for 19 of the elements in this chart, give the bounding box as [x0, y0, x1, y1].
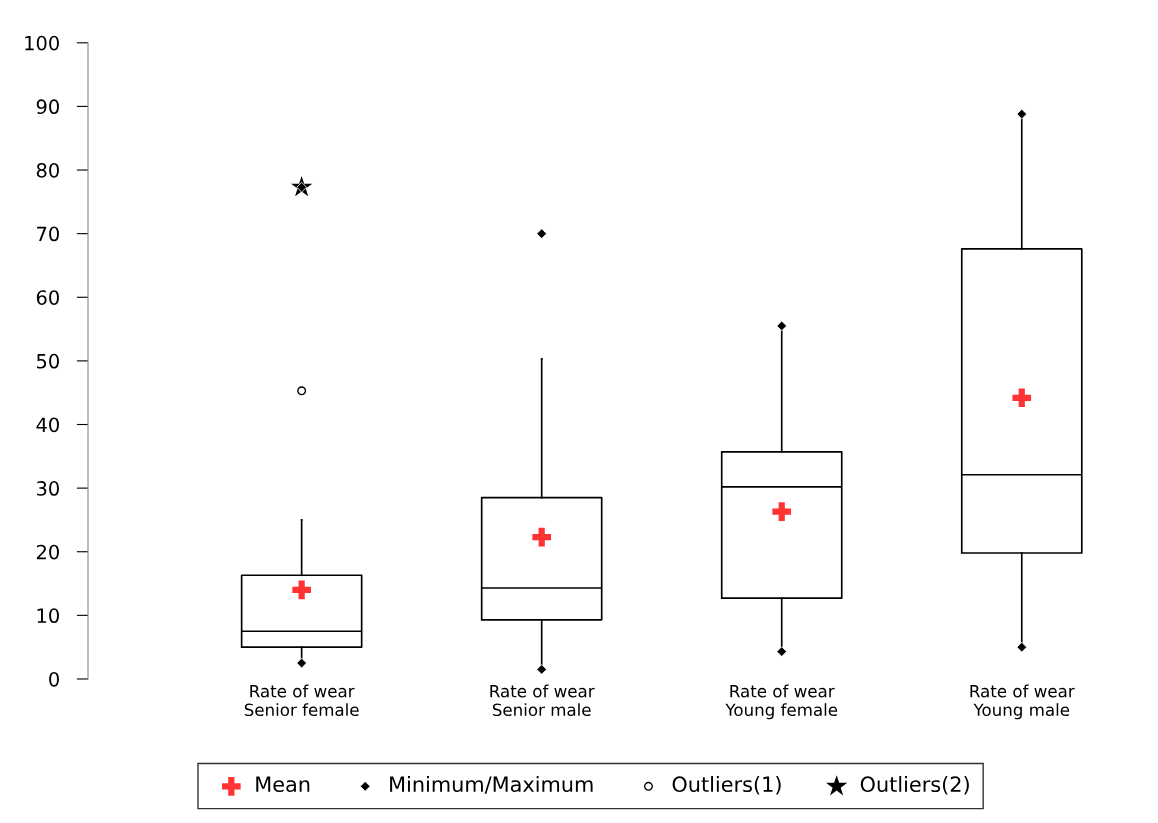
x-tick-label: Rate of wear Young female — [725, 684, 838, 720]
y-tick-label: 40 — [36, 417, 59, 433]
legend-label: Mean — [256, 776, 310, 793]
y-tick-label: 80 — [36, 162, 59, 178]
x-tick-label: Rate of wear Senior female — [244, 684, 359, 717]
y-tick-label: 30 — [36, 481, 59, 496]
x-tick-label: Rate of wear Young male — [970, 684, 1075, 720]
y-tick-label: 0 — [49, 671, 59, 687]
legend-label: Outliers(1) — [672, 775, 781, 795]
x-tick-label: Rate of wear Senior male — [490, 684, 595, 717]
y-tick-label: 10 — [37, 608, 59, 624]
y-tick-label: 50 — [36, 353, 59, 369]
y-tick-label: 20 — [36, 544, 59, 560]
y-tick-label: 100 — [25, 35, 59, 51]
y-tick-label: 70 — [37, 226, 59, 242]
y-tick-label: 90 — [36, 99, 59, 115]
legend-label: Outliers(2) — [860, 775, 969, 795]
legend-label: Minimum/Maximum — [390, 775, 593, 794]
y-tick-label: 60 — [36, 290, 59, 305]
